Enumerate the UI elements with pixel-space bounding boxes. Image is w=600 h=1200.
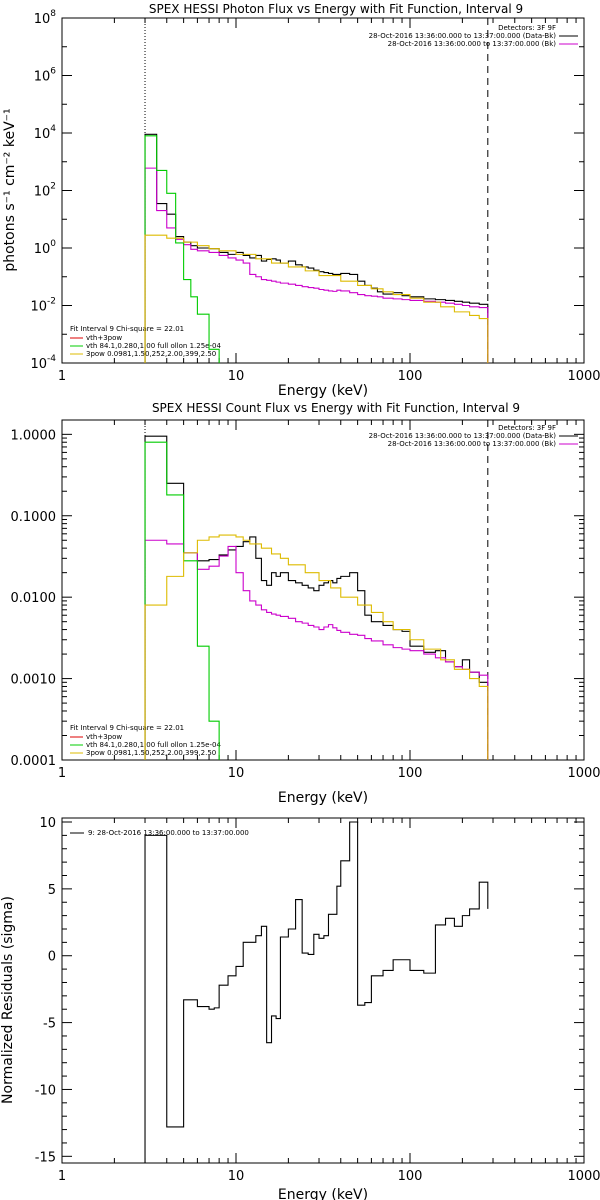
chart-title: SPEX HESSI Photon Flux vs Energy with Fi… xyxy=(149,2,523,16)
x-tick-label: 100 xyxy=(398,369,423,384)
series-3pow xyxy=(144,534,489,760)
plot-frame xyxy=(61,419,585,761)
legend-fit-vth: vth 84.1,0.280,1.00 full ollon 1.25e-04 xyxy=(86,741,221,749)
y-tick-label: 108 xyxy=(34,9,57,27)
series-vth xyxy=(144,135,220,363)
x-axis-label: Energy (keV) xyxy=(278,383,368,399)
y-tick-label: 10-2 xyxy=(30,297,56,315)
legend: 9: 28-Oct-2016 13:36:00.000 to 13:37:00.… xyxy=(70,829,249,837)
legend-top: Detectors: 3F 9F 28-Oct-2016 13:36:00.00… xyxy=(369,24,578,48)
y-tick-label: 1.0000 xyxy=(11,428,57,443)
x-tick-label: 100 xyxy=(398,766,423,781)
legend-fit-total: vth+3pow xyxy=(86,334,122,342)
x-tick-label: 100 xyxy=(398,1169,423,1184)
x-axis-label: Energy (keV) xyxy=(278,790,368,806)
legend-top: Detectors: 3F 9F 28-Oct-2016 13:36:00.00… xyxy=(369,424,578,448)
series-9-28-oct-2016-13-36-00-000-to-13-37-00-000 xyxy=(144,821,489,1163)
y-tick-label: 102 xyxy=(34,182,56,200)
y-tick-label: -10 xyxy=(35,1083,56,1098)
y-tick-label: 0.0100 xyxy=(11,591,57,606)
series-bk xyxy=(144,539,489,760)
y-tick-label: 104 xyxy=(34,124,57,142)
legend-fit-chisq: Fit Interval 9 Chi-square = 22.01 xyxy=(70,724,184,732)
legend-entry-bk: 28-Oct-2016 13:36:00.000 to 13:37:00.000… xyxy=(388,40,557,48)
y-tick-label: -5 xyxy=(43,1017,56,1032)
y-tick-label: 10-4 xyxy=(30,354,56,372)
y-tick-label: 0.1000 xyxy=(11,510,57,525)
legend-entry-interval: 9: 28-Oct-2016 13:36:00.000 to 13:37:00.… xyxy=(88,829,249,837)
x-tick-label: 1 xyxy=(58,1169,66,1184)
legend-entry-data-bk: 28-Oct-2016 13:36:00.000 to 13:37:00.000… xyxy=(369,432,557,440)
residuals-panel: Energy (keV) Normalized Residuals (sigma… xyxy=(0,816,600,1200)
x-tick-label: 1000 xyxy=(567,766,600,781)
chart-title: SPEX HESSI Count Flux vs Energy with Fit… xyxy=(152,401,520,415)
x-tick-label: 10 xyxy=(228,1169,245,1184)
legend-entry-data-bk: 28-Oct-2016 13:36:00.000 to 13:37:00.000… xyxy=(369,32,557,40)
legend-fit-chisq: Fit Interval 9 Chi-square = 22.01 xyxy=(70,325,184,333)
y-tick-label: 100 xyxy=(34,239,57,257)
y-tick-label: 0.0001 xyxy=(11,754,57,769)
legend-detectors: Detectors: 3F 9F xyxy=(498,24,556,32)
y-tick-label: 0.0010 xyxy=(11,673,57,688)
y-tick-label: 106 xyxy=(34,67,57,85)
series-data-bk xyxy=(144,435,489,760)
y-axis-label: Normalized Residuals (sigma) xyxy=(0,896,16,1104)
legend-entry-bk: 28-Oct-2016 13:36:00.000 to 13:37:00.000… xyxy=(388,440,557,448)
series-bk xyxy=(144,167,489,363)
x-tick-label: 1000 xyxy=(567,369,600,384)
legend-fit: Fit Interval 9 Chi-square = 22.01 vth+3p… xyxy=(70,724,221,757)
x-tick-label: 1000 xyxy=(567,1169,600,1184)
legend-fit-vth: vth 84.1,0.280,1.00 full ollon 1.25e-04 xyxy=(86,342,221,350)
series-3pow xyxy=(144,234,489,363)
plot-frame xyxy=(61,817,585,1164)
y-axis-label: photons s⁻¹ cm⁻² keV⁻¹ xyxy=(2,108,18,271)
y-tick-label: 10 xyxy=(39,816,56,831)
legend-detectors: Detectors: 3F 9F xyxy=(498,424,556,432)
photon-flux-panel: SPEX HESSI Photon Flux vs Energy with Fi… xyxy=(2,2,600,399)
y-tick-label: -15 xyxy=(35,1150,56,1165)
legend-fit: Fit Interval 9 Chi-square = 22.01 vth+3p… xyxy=(70,325,221,358)
x-tick-label: 10 xyxy=(228,369,245,384)
series-data-bk xyxy=(144,133,489,363)
legend-fit-total: vth+3pow xyxy=(86,733,122,741)
x-tick-label: 1 xyxy=(58,369,66,384)
count-flux-panel: SPEX HESSI Count Flux vs Energy with Fit… xyxy=(11,401,600,806)
x-axis-label: Energy (keV) xyxy=(278,1187,368,1200)
series-vth xyxy=(144,441,220,760)
y-tick-label: 0 xyxy=(48,950,56,965)
plot-frame xyxy=(61,17,585,364)
y-tick-label: 5 xyxy=(48,883,56,898)
legend-fit-3pow: 3pow 0.0981,1.50,252,2.00,399,2.50 xyxy=(86,350,216,358)
legend-fit-3pow: 3pow 0.0981,1.50,252,2.00,399,2.50 xyxy=(86,749,216,757)
x-tick-label: 1 xyxy=(58,766,66,781)
x-tick-label: 10 xyxy=(228,766,245,781)
